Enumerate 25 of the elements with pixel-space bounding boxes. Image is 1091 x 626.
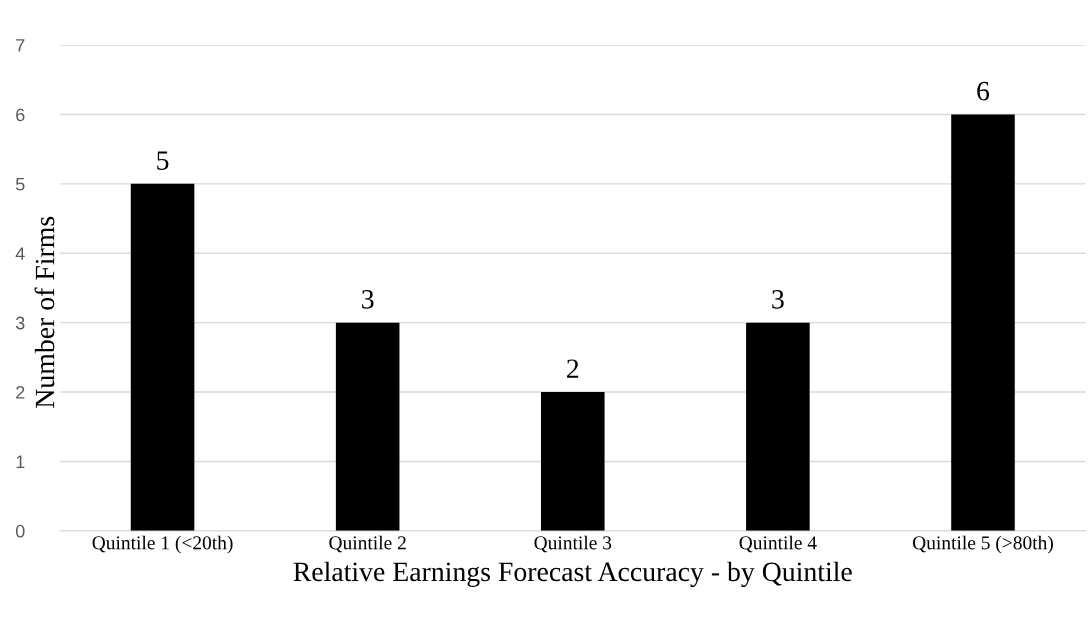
bar (746, 322, 810, 531)
bar (335, 322, 400, 531)
x-tick-label: Quintile 2 (329, 535, 406, 553)
y-tick-label: 7 (16, 39, 25, 52)
x-tick-label: Quintile 5 (>80th) (912, 535, 1053, 554)
bar (540, 392, 605, 531)
y-axis-title: Number of Firms (34, 216, 55, 408)
y-tick-label: 2 (16, 385, 25, 399)
y-tick-label: 6 (16, 108, 25, 122)
x-tick-label: Quintile 3 (534, 535, 612, 553)
bar (130, 183, 195, 531)
data-label: 3 (772, 290, 784, 309)
data-label: 2 (567, 359, 579, 378)
data-label: 5 (157, 151, 169, 170)
y-tick-label: 3 (15, 316, 25, 330)
bar (951, 114, 1015, 531)
y-tick-label: 0 (15, 524, 25, 538)
y-tick-label: 1 (16, 455, 25, 468)
data-label: 6 (977, 81, 990, 101)
data-label: 3 (362, 290, 374, 309)
x-tick-label: Quintile 1 (<20th) (92, 535, 233, 554)
x-axis-title: Relative Earnings Forecast Accuracy - by Quintile (293, 561, 852, 587)
x-tick-label: Quintile 4 (739, 535, 817, 553)
y-tick-label: 5 (15, 177, 25, 191)
y-tick-label: 4 (15, 247, 25, 260)
